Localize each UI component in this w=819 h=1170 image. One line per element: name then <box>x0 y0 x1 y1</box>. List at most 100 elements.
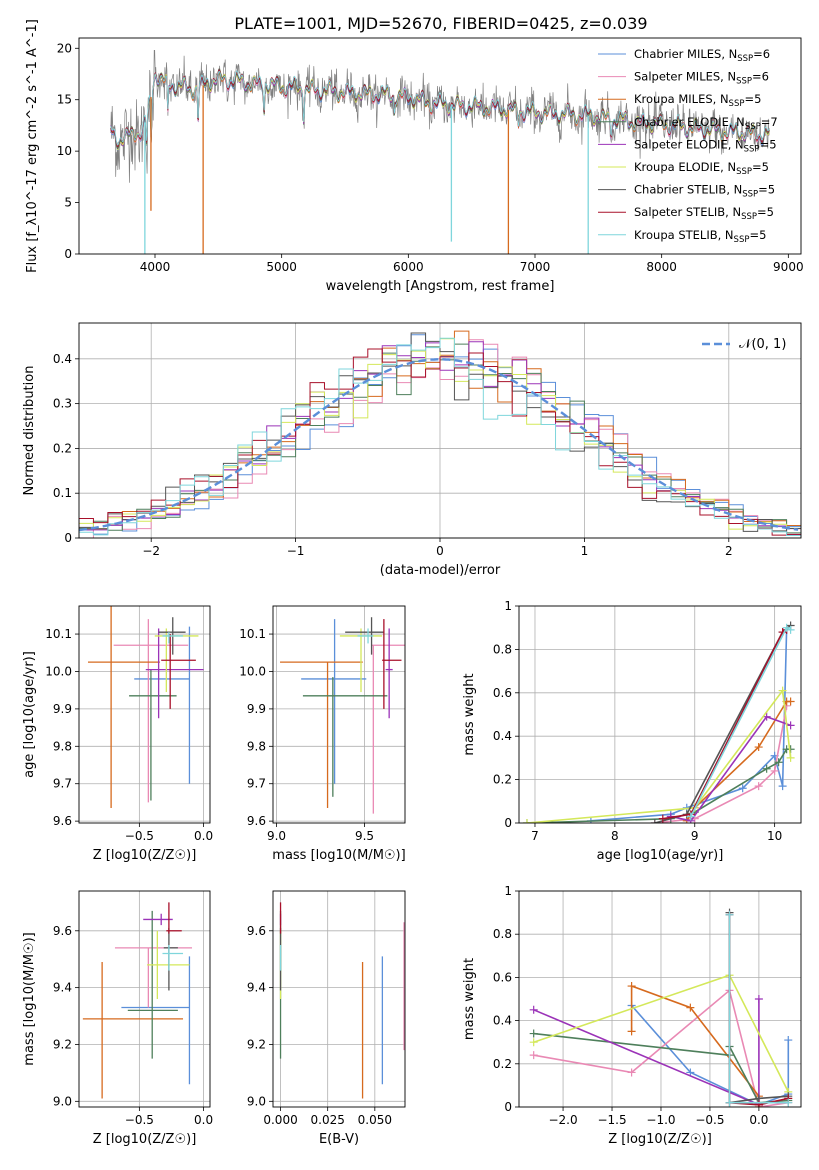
weight-marker <box>522 819 531 823</box>
x-tick-label: −0.5 <box>695 1113 724 1127</box>
y-axis-label: mass weight <box>462 673 477 755</box>
y-tick-label: 9.8 <box>53 739 72 753</box>
y-tick-label: 9.2 <box>247 1037 266 1051</box>
weight-series-line <box>526 748 791 823</box>
axes-weight_vs_Z: −2.0 −1.5 −1.0 −0.5 0.0 0 0.2 0.4 0.6 0.8 1 Z [log1… <box>462 884 802 1147</box>
x-tick-label: −1.0 <box>646 1113 675 1127</box>
x-tick-label: 0 <box>436 544 444 558</box>
spectrum-model-series <box>110 70 770 146</box>
weight-marker <box>738 784 747 793</box>
figure-title: PLATE=1001, MJD=52670, FIBERID=0425, z=0… <box>234 14 647 33</box>
weight-marker <box>786 721 795 730</box>
x-axis-label: Z [log10(Z/Z☉)] <box>93 1132 197 1147</box>
legend-label: Salpeter MILES, NSSP=6 <box>634 70 769 87</box>
weight-marker <box>754 743 763 752</box>
y-tick-label: 0.4 <box>493 729 512 743</box>
x-tick-label: 5000 <box>266 260 297 274</box>
weight-marker <box>770 766 779 775</box>
y-tick-label: 9.6 <box>53 814 72 828</box>
axes-frame <box>78 322 802 539</box>
y-tick-label: 0.2 <box>53 441 72 455</box>
y-axis-label: mass weight <box>462 958 477 1040</box>
x-tick-label: −1 <box>287 544 305 558</box>
legend-label: Chabrier MILES, NSSP=6 <box>634 47 770 64</box>
legend-label: Kroupa ELODIE, NSSP=5 <box>634 160 769 177</box>
weight-marker <box>529 1005 538 1014</box>
y-tick-label: 0.4 <box>53 352 72 366</box>
y-tick-label: 0 <box>504 1100 512 1114</box>
weight-series-line <box>526 688 792 823</box>
y-tick-label: 5 <box>64 196 72 210</box>
y-tick-label: 9.9 <box>247 702 266 716</box>
weight-marker <box>627 982 636 991</box>
y-tick-label: 9.6 <box>247 814 266 828</box>
x-tick-label: 8 <box>611 829 619 843</box>
axes-residuals: −2 −1 0 1 2 0 0.1 0.2 0.3 0.4 (data-model)/error No… <box>22 322 802 578</box>
x-axis-label: E(B-V) <box>319 1132 359 1147</box>
weight-marker <box>627 1027 636 1036</box>
x-tick-label: 0.025 <box>311 1113 345 1127</box>
normal-reference-curve <box>79 358 799 532</box>
y-tick-label: 0.6 <box>493 970 512 984</box>
x-tick-label: 8000 <box>646 260 677 274</box>
x-axis-label: age [log10(age/yr)] <box>597 848 724 863</box>
x-tick-label: −0.5 <box>125 829 154 843</box>
y-axis-label: mass [log10(M/M☉)] <box>22 932 37 1065</box>
legend-label: Chabrier ELODIE, NSSP=7 <box>634 115 778 132</box>
y-tick-label: 9.7 <box>247 777 266 791</box>
weight-marker <box>658 814 667 823</box>
y-tick-label: 10.1 <box>45 627 72 641</box>
weight-marker <box>529 1029 538 1038</box>
weight-marker <box>754 782 763 791</box>
axes-spectrum: 4000 5000 6000 7000 8000 9000 0 5 10 15 20 waveleng… <box>25 19 804 294</box>
legend-histogram: 𝒩(0, 1) <box>702 337 786 352</box>
weight-marker <box>762 764 771 773</box>
weight-series-line <box>670 715 791 822</box>
weight-marker <box>725 1098 734 1107</box>
weight-marker <box>686 812 695 821</box>
y-axis-label: age [log10(age/yr)] <box>22 651 37 778</box>
y-tick-label: 0.8 <box>493 927 512 941</box>
weight-marker <box>725 910 734 919</box>
y-tick-label: 9.4 <box>53 981 72 995</box>
axes-frame <box>78 605 211 824</box>
y-tick-label: 0.4 <box>493 1014 512 1028</box>
plot-area-spectrum <box>110 49 770 254</box>
legend-label: Salpeter ELODIE, NSSP=5 <box>634 137 777 154</box>
plot-area-age_vs_Z <box>87 606 204 809</box>
y-tick-label: 15 <box>57 93 72 107</box>
weight-marker <box>529 1038 538 1047</box>
x-tick-label: 2 <box>725 544 733 558</box>
weight-marker <box>786 625 795 634</box>
x-axis-label: mass [log10(M/M☉)] <box>272 848 405 863</box>
y-tick-label: 10.1 <box>239 627 266 641</box>
weight-marker <box>784 1036 793 1045</box>
weight-marker <box>784 1098 793 1107</box>
legend-spectrum: Chabrier MILES, NSSP=6 Salpeter MILES, NS… <box>598 47 778 245</box>
y-tick-label: 0.8 <box>493 642 512 656</box>
axes-frame <box>272 890 406 1108</box>
legend-label: Kroupa MILES, NSSP=5 <box>634 92 761 109</box>
x-axis-label: (data-model)/error <box>380 563 501 578</box>
plot-area-weight_vs_age <box>522 621 795 823</box>
y-axis-label: Normed distribution <box>22 366 37 496</box>
y-tick-label: 9.7 <box>53 777 72 791</box>
weight-marker <box>754 995 763 1003</box>
x-tick-label: −0.5 <box>125 1113 154 1127</box>
y-tick-label: 1 <box>504 884 512 898</box>
y-tick-label: 1 <box>504 599 512 613</box>
weight-marker <box>686 1003 695 1012</box>
weight-marker <box>786 753 795 762</box>
axes-frame <box>518 890 802 1108</box>
x-tick-label: 9 <box>691 829 699 843</box>
weight-marker <box>774 758 783 767</box>
legend-label: Kroupa STELIB, NSSP=5 <box>634 228 766 245</box>
y-tick-label: 9.9 <box>53 702 72 716</box>
x-tick-label: 6000 <box>393 260 424 274</box>
weight-marker <box>786 697 795 706</box>
x-tick-label: −2.0 <box>548 1113 577 1127</box>
plot-area-mass_vs_Z <box>82 902 193 1099</box>
axes-weight_vs_age: 7 8 9 10 0 0.2 0.4 0.6 0.8 1 age [log10(age/yr)] ma… <box>462 599 802 863</box>
x-tick-label: 7 <box>531 829 539 843</box>
